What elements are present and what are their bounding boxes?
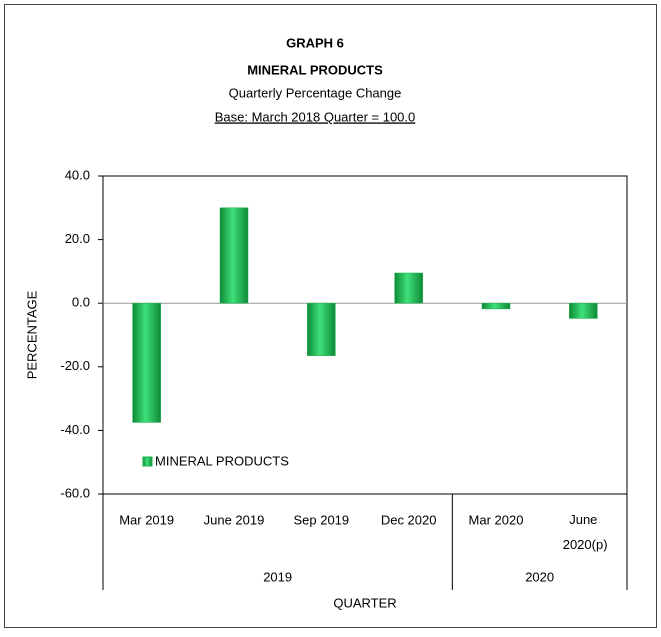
bar	[307, 302, 336, 356]
x-axis-title: QUARTER	[333, 595, 396, 610]
base-note: Base: March 2018 Quarter = 100.0	[215, 109, 416, 124]
y-axis-title: PERCENTAGE	[24, 290, 39, 379]
legend-swatch	[142, 456, 153, 467]
chart-subtitle: MINERAL PRODUCTS	[247, 62, 383, 77]
y-tick-label: -40.0	[60, 422, 90, 437]
x-tick-label: June 2019	[204, 512, 265, 527]
legend-label: MINERAL PRODUCTS	[155, 453, 289, 468]
bar	[132, 302, 161, 423]
chart-subtitle: Quarterly Percentage Change	[229, 85, 402, 100]
y-tick-label: -60.0	[60, 485, 90, 500]
x-tick-label: June 2020(p)	[559, 512, 607, 552]
chart-title: GRAPH 6	[286, 35, 344, 50]
x-tick-label: Mar 2020	[469, 512, 524, 527]
x-tick-label: Dec 2020	[381, 512, 437, 527]
x-tick-label: Mar 2019	[119, 512, 174, 527]
bar	[394, 272, 423, 304]
y-tick-label: -20.0	[60, 358, 90, 373]
bar	[219, 207, 249, 304]
bar	[569, 302, 598, 319]
group-label: 2019	[263, 569, 292, 584]
y-tick-label: 0.0	[72, 295, 90, 310]
y-tick-label: 40.0	[65, 167, 90, 182]
bar	[481, 302, 511, 310]
x-tick-label: Sep 2019	[293, 512, 349, 527]
y-tick-label: 20.0	[65, 231, 90, 246]
group-label: 2020	[525, 569, 554, 584]
plot-area	[102, 175, 628, 495]
